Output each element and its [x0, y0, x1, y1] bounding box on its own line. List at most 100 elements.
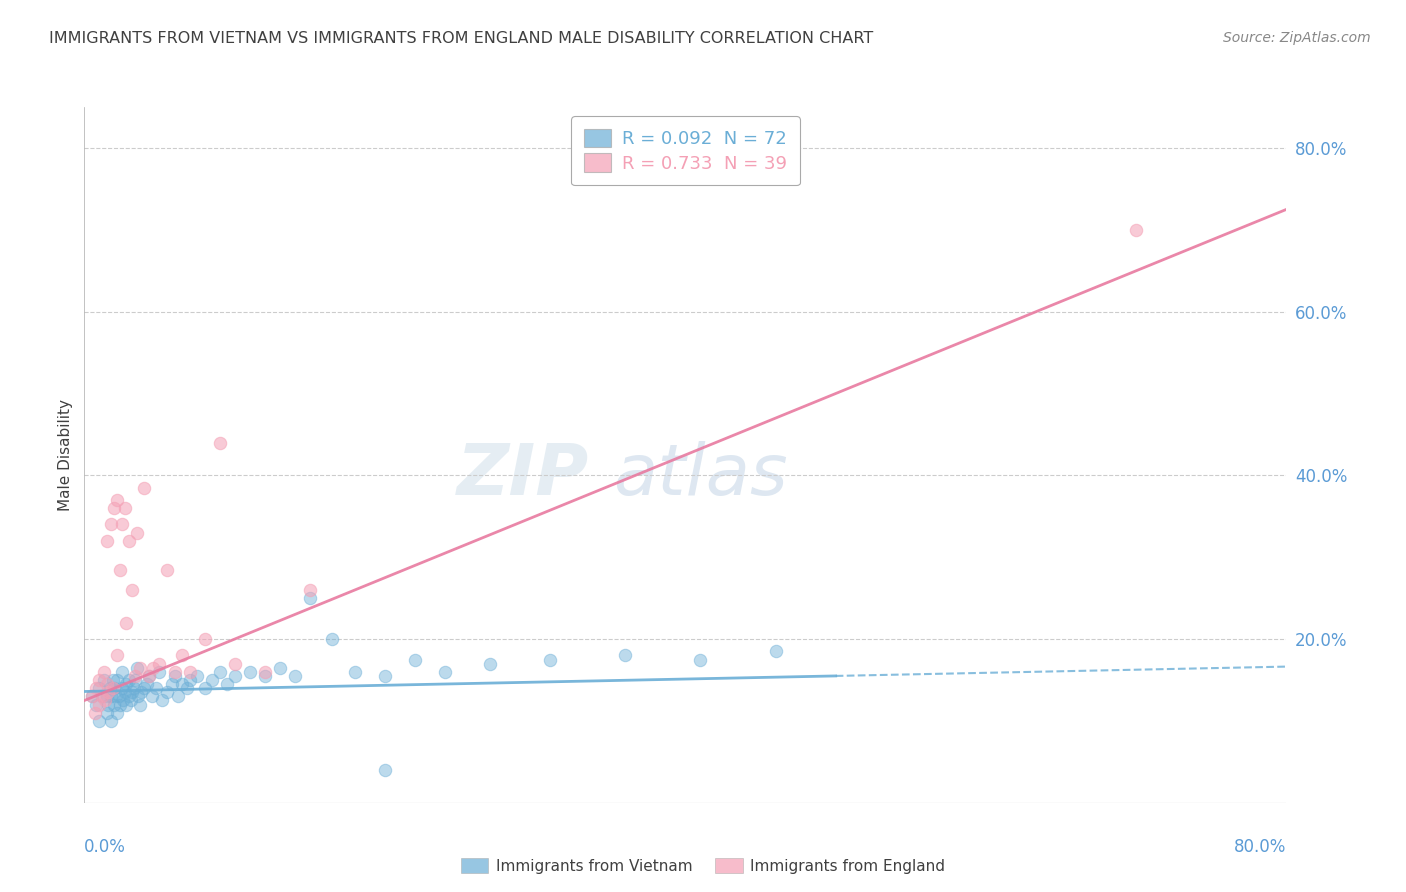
Point [134, 681, 156, 696]
Point [93, 665, 115, 679]
Point [224, 657, 246, 671]
Text: ZIP: ZIP [457, 442, 589, 510]
Point [100, 714, 122, 728]
Point [120, 693, 142, 707]
Point [111, 665, 134, 679]
Point [194, 632, 217, 646]
Point [96, 690, 118, 704]
Point [93, 673, 115, 687]
Point [321, 632, 343, 646]
Point [96, 706, 118, 720]
Point [110, 698, 132, 712]
Point [253, 665, 276, 679]
Point [107, 673, 129, 687]
Point [118, 533, 141, 548]
Point [142, 661, 165, 675]
Point [163, 669, 186, 683]
Point [97, 698, 120, 712]
Point [101, 681, 124, 696]
Point [689, 652, 711, 666]
Text: atlas: atlas [613, 442, 787, 510]
Point [239, 665, 262, 679]
Point [176, 681, 198, 696]
Point [208, 435, 231, 450]
Point [127, 690, 149, 704]
Point [103, 698, 125, 712]
Point [80, 690, 103, 704]
Point [118, 673, 141, 687]
Point [136, 677, 159, 691]
Point [100, 517, 122, 532]
Point [179, 673, 201, 687]
Point [91, 690, 114, 704]
Point [97, 685, 120, 699]
Point [96, 677, 118, 691]
Point [1125, 223, 1147, 237]
Point [111, 517, 134, 532]
Point [765, 644, 787, 658]
Point [96, 533, 118, 548]
Point [170, 677, 193, 691]
Point [124, 673, 146, 687]
Point [217, 677, 239, 691]
Point [103, 681, 125, 696]
Point [115, 677, 138, 691]
Legend: R = 0.092  N = 72, R = 0.733  N = 39: R = 0.092 N = 72, R = 0.733 N = 39 [571, 116, 800, 186]
Point [103, 501, 125, 516]
Point [83, 706, 105, 720]
Point [179, 665, 201, 679]
Point [131, 685, 153, 699]
Point [89, 673, 111, 687]
Point [86, 681, 108, 696]
Point [148, 665, 170, 679]
Point [115, 615, 138, 630]
Point [374, 763, 396, 777]
Point [170, 648, 193, 663]
Point [224, 669, 246, 683]
Point [145, 681, 167, 696]
Point [160, 677, 183, 691]
Point [138, 669, 160, 683]
Point [98, 681, 121, 696]
Point [94, 693, 117, 707]
Point [134, 481, 156, 495]
Point [112, 693, 135, 707]
Point [434, 665, 457, 679]
Point [124, 669, 146, 683]
Text: 0.0%: 0.0% [84, 838, 127, 855]
Point [100, 690, 122, 704]
Point [108, 690, 131, 704]
Point [194, 681, 217, 696]
Point [125, 661, 148, 675]
Point [284, 669, 307, 683]
Point [538, 652, 561, 666]
Point [614, 648, 637, 663]
Point [156, 685, 179, 699]
Point [110, 562, 132, 576]
Point [122, 681, 145, 696]
Point [121, 582, 143, 597]
Point [152, 693, 174, 707]
Point [107, 492, 129, 507]
Point [89, 698, 111, 712]
Point [186, 669, 208, 683]
Point [125, 525, 148, 540]
Text: IMMIGRANTS FROM VIETNAM VS IMMIGRANTS FROM ENGLAND MALE DISABILITY CORRELATION C: IMMIGRANTS FROM VIETNAM VS IMMIGRANTS FR… [49, 31, 873, 46]
Point [118, 690, 141, 704]
Point [115, 698, 138, 712]
Point [298, 582, 321, 597]
Point [374, 669, 396, 683]
Text: 80.0%: 80.0% [1234, 838, 1286, 855]
Point [148, 657, 170, 671]
Point [114, 501, 136, 516]
Point [156, 562, 179, 576]
Point [89, 681, 111, 696]
Legend: Immigrants from Vietnam, Immigrants from England: Immigrants from Vietnam, Immigrants from… [454, 852, 952, 880]
Point [343, 665, 366, 679]
Point [253, 669, 276, 683]
Point [269, 661, 291, 675]
Point [163, 665, 186, 679]
Point [166, 690, 188, 704]
Point [201, 673, 224, 687]
Point [479, 657, 502, 671]
